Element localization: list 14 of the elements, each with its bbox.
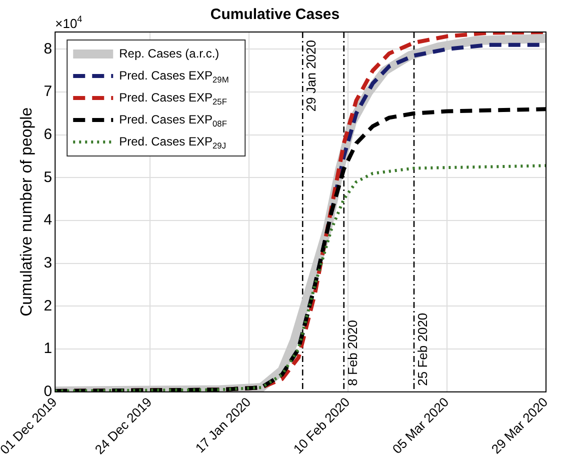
- y-tick-label: 7: [44, 83, 52, 100]
- y-tick-label: 8: [44, 40, 52, 58]
- chart-title: Cumulative Cases: [210, 6, 340, 24]
- y-tick-label: 1: [44, 340, 52, 358]
- y-tick-label: 6: [44, 126, 52, 143]
- y-tick-label: 2: [44, 297, 52, 314]
- y-tick-label: 5: [44, 168, 52, 186]
- ref-line-label: 25 Feb 2020: [415, 312, 430, 386]
- y-axis-title: Cumulative number of people: [18, 107, 36, 316]
- legend-label: Rep. Cases (a.r.c.): [119, 46, 220, 60]
- y-tick-label: 3: [44, 254, 52, 272]
- ref-line-label: 29 Jan 2020: [304, 40, 319, 112]
- y-tick-label: 4: [44, 212, 52, 229]
- ref-line-label: 8 Feb 2020: [344, 320, 360, 386]
